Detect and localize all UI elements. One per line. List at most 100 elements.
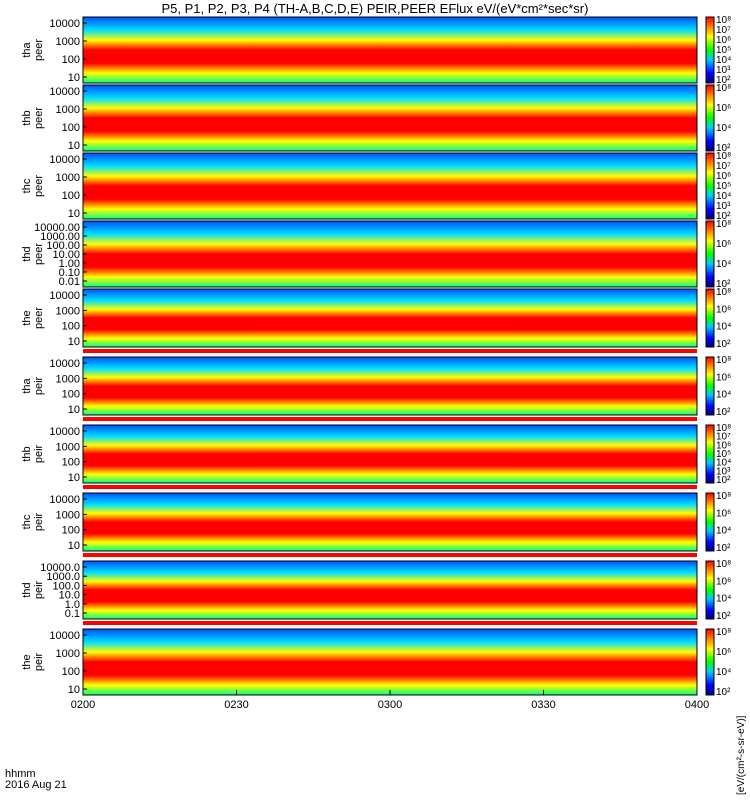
panel-product-label: peer (33, 107, 45, 129)
colorbar-tick-label: 10⁸ (716, 15, 731, 26)
colorbar-tick-label: 10⁶ (716, 440, 731, 451)
colorbar-tick-label: 10² (716, 279, 731, 290)
colorbar-tick-label: 10⁷ (716, 432, 731, 443)
colorbar-tick-label: 10⁶ (716, 239, 731, 250)
x-tick-label: 0330 (531, 699, 555, 711)
colorbar-tick-label: 10³ (716, 201, 731, 212)
colorbar-the-peer (705, 288, 715, 348)
y-tick-label: 100 (62, 389, 80, 401)
y-tick-label: 1000 (56, 172, 80, 184)
y-tick-label: 100 (62, 666, 80, 678)
y-tick-label: 1000 (56, 36, 80, 48)
colorbar-tick-label: 10⁶ (716, 372, 731, 383)
y-tick-label: 0.1 (65, 608, 80, 620)
y-tick-label: 10 (68, 540, 80, 552)
y-tick-label: 10 (68, 208, 80, 220)
colorbar-tick-label: 10² (716, 407, 731, 418)
colorbar-units-label: [eV/(cm²-s-sr-eV)] (736, 715, 747, 795)
panel-product-label: peir (33, 512, 45, 531)
panel-product-label: peer (33, 243, 45, 265)
colorbar-thb-peir (705, 424, 715, 484)
colorbar-tick-label: 10² (716, 143, 731, 154)
y-tick-label: 10000 (49, 630, 80, 642)
y-tick-label: 10.0 (59, 590, 80, 602)
y-tick-label: 1000 (56, 373, 80, 385)
y-tick-label: 1000 (56, 648, 80, 660)
colorbar-tick-label: 10⁴ (716, 191, 731, 202)
panel-thb-peer: 10000 1000 100 10 thb peer 10² 10⁴ 10⁶ 10⁸ (21, 83, 731, 154)
panel-heatmap-thc-peir (82, 492, 698, 552)
panel-the-peer: 10000 1000 100 10 the peer 10² 10⁴ 10⁶ 10⁸ (21, 287, 731, 353)
panel-product-label: peir (33, 652, 45, 671)
y-tick-label: 10000 (49, 154, 80, 166)
colorbar-thc-peer (705, 152, 715, 220)
y-tick-label: 100 (62, 122, 80, 134)
colorbar-tick-label: 10⁸ (716, 219, 731, 230)
panel-probe-label: thc (21, 514, 33, 529)
colorbar-tick-label: 10⁶ (716, 304, 731, 315)
panel-heatmap-the-peir (82, 628, 698, 696)
panel-probe-label: the (21, 310, 33, 325)
colorbar-tick-label: 10⁴ (716, 322, 731, 333)
status-bar-thb-peir (83, 485, 697, 489)
colorbar-tick-label: 10⁵ (716, 181, 731, 192)
colorbar-tick-label: 10⁶ (716, 103, 731, 114)
colorbar-tick-label: 10⁸ (716, 83, 731, 94)
panel-thc-peer: 10000 1000 100 10 thc peer 10²10³10⁴10⁵10⁶10⁷1… (21, 151, 731, 222)
y-tick-label: 10000 (49, 358, 80, 370)
y-tick-label: 10.00 (52, 249, 80, 261)
colorbar-tick-label: 10⁶ (716, 508, 731, 519)
panel-thb-peir: 10000 1000 100 10 thb peir 10²10³10⁴10⁵10⁶10⁷1… (21, 423, 731, 489)
colorbar-tick-label: 10² (716, 75, 731, 86)
colorbar-tick-label: 10⁶ (716, 647, 731, 658)
panel-the-peir: 10000 1000 100 10 the peir 10² 10⁴ 10⁶ 10⁸ (21, 627, 731, 698)
colorbar-tick-label: 10⁷ (716, 161, 731, 172)
panel-probe-label: tha (21, 377, 33, 393)
panel-tha-peir: 10000 1000 100 10 tha peir 10² 10⁴ 10⁶ 10⁸ (21, 355, 731, 421)
status-bar-tha-peir (83, 417, 697, 421)
status-bar-the-peer (83, 349, 697, 353)
y-tick-label: 10000.00 (34, 222, 80, 234)
x-tick-label: 0400 (685, 699, 709, 711)
colorbar-tick-label: 10⁴ (716, 123, 731, 134)
y-tick-label: 100 (62, 190, 80, 202)
colorbar-tick-label: 10⁸ (716, 423, 731, 434)
colorbar-tick-label: 10⁷ (716, 25, 731, 36)
panel-tha-peer: 10000 1000 100 10 tha peer 10²10³10⁴10⁵10⁶10⁷1… (21, 15, 731, 86)
colorbar-tick-label: 10⁸ (716, 491, 731, 502)
y-tick-label: 10 (68, 72, 80, 84)
colorbar-tick-label: 10⁵ (716, 45, 731, 56)
y-tick-label: 10000.0 (40, 562, 80, 574)
y-tick-label: 1000 (56, 305, 80, 317)
panel-product-label: peer (33, 175, 45, 197)
colorbar-tick-label: 10² (716, 611, 731, 622)
colorbar-tick-label: 10⁸ (716, 151, 731, 162)
colorbar-tick-label: 10⁸ (716, 627, 731, 638)
panel-heatmap-tha-peer (82, 16, 698, 84)
colorbar-tick-label: 10⁴ (716, 458, 731, 469)
y-tick-label: 100.00 (46, 240, 80, 252)
time-label: hhmm (5, 768, 36, 780)
colorbar-tick-label: 10³ (716, 466, 731, 477)
colorbar-thc-peir (705, 492, 715, 552)
y-tick-label: 10 (68, 404, 80, 416)
colorbar-thd-peir (705, 560, 715, 620)
colorbar-tick-label: 10⁶ (716, 171, 731, 182)
figure-title: P5, P1, P2, P3, P4 (TH-A,B,C,D,E) PEIR,P… (162, 1, 589, 16)
panel-heatmap-the-peer (82, 288, 698, 348)
panel-probe-label: thd (21, 582, 33, 597)
y-tick-label: 0.01 (59, 276, 80, 288)
colorbar-tick-label: 10⁶ (716, 35, 731, 46)
x-tick-label: 0230 (224, 699, 248, 711)
y-tick-label: 100.0 (52, 580, 80, 592)
y-tick-label: 10 (68, 140, 80, 152)
y-tick-label: 10000 (49, 426, 80, 438)
colorbar-thd-peer (705, 220, 715, 288)
colorbar-tick-label: 10⁴ (716, 390, 731, 401)
panel-heatmap-thd-peir (82, 560, 698, 620)
status-bar-thc-peir (83, 553, 697, 557)
colorbar-tick-label: 10⁴ (716, 259, 731, 270)
